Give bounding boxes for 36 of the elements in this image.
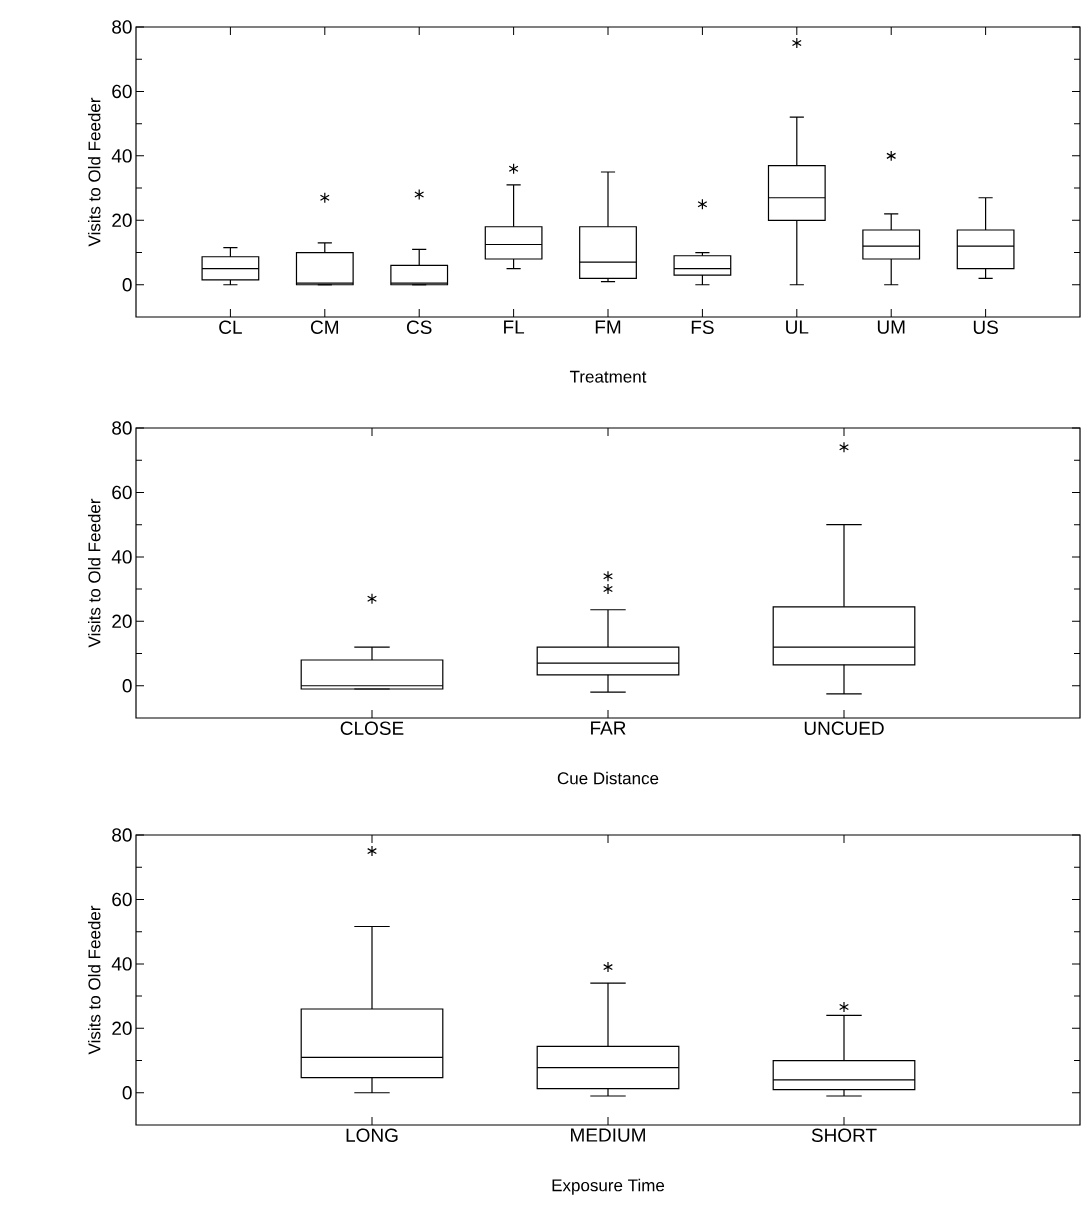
y-tick-label: 0 [122, 679, 132, 693]
y-tick-label: 40 [111, 550, 132, 564]
y-axis-title: Visits to Old Feeder [87, 97, 101, 247]
x-tick-label: LONG [346, 1128, 398, 1142]
y-tick-label: 0 [122, 1086, 132, 1100]
x-tick-label: MEDIUM [571, 1128, 645, 1142]
x-tick-label: CL [219, 320, 242, 334]
x-axis-title: Cue Distance [557, 771, 659, 785]
x-tick-label: FM [595, 320, 621, 334]
y-tick-label: 80 [112, 828, 132, 842]
x-tick-label: UL [786, 320, 809, 334]
y-tick-label: 40 [111, 957, 132, 971]
x-tick-label: SHORT [811, 1128, 877, 1142]
x-tick-label: UNCUED [804, 721, 884, 735]
y-tick-label: 40 [111, 149, 132, 163]
x-tick-label: CS [406, 320, 432, 334]
y-tick-label: 20 [112, 614, 132, 629]
y-tick-label: 60 [112, 892, 132, 907]
x-tick-label: FAR [591, 721, 626, 735]
y-tick-label: 80 [112, 20, 132, 34]
x-tick-label: US [973, 320, 998, 334]
y-tick-label: 80 [112, 421, 132, 435]
x-tick-label: UM [877, 320, 905, 334]
x-tick-label: FL [504, 320, 525, 334]
y-tick-label: 20 [112, 213, 132, 228]
y-axis-title: Visits to Old Feeder [87, 498, 101, 648]
y-tick-label: 60 [112, 485, 132, 500]
x-tick-label: CLOSE [340, 721, 404, 735]
x-axis-title: Exposure Time [552, 1178, 665, 1195]
y-tick-label: 0 [122, 278, 132, 292]
x-axis-title: Treatment [569, 370, 647, 383]
y-tick-label: 60 [112, 84, 132, 99]
x-tick-label: CM [310, 320, 338, 334]
x-tick-label: FS [691, 320, 714, 334]
y-tick-label: 20 [112, 1021, 132, 1036]
y-axis-title: Visits to Old Feeder [87, 905, 101, 1055]
